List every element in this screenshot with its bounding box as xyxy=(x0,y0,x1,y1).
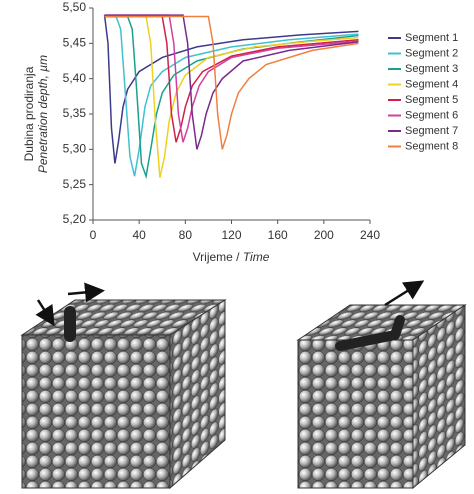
y-tick-label: 5,40 xyxy=(63,71,87,85)
line xyxy=(104,14,359,150)
legend-label: Segment 3 xyxy=(405,63,458,75)
illustration-cube xyxy=(20,282,227,490)
x-tick-label: 40 xyxy=(132,228,146,242)
y-tick-label: 5,45 xyxy=(63,36,87,50)
y-tick-label: 5,50 xyxy=(63,0,87,14)
y-tick-label: 5,30 xyxy=(63,142,87,156)
line xyxy=(104,15,359,178)
line xyxy=(104,15,359,143)
illustration-cube xyxy=(296,280,467,490)
line xyxy=(103,14,359,164)
legend-label: Segment 4 xyxy=(405,78,458,90)
x-tick-label: 200 xyxy=(314,228,334,242)
y-tick-label: 5,25 xyxy=(63,177,87,191)
legend-label: Segment 8 xyxy=(405,140,458,152)
line xyxy=(104,15,359,150)
legend-label: Segment 2 xyxy=(405,47,458,59)
x-tick-label: 240 xyxy=(360,228,380,242)
x-axis-label: Vrijeme / Time xyxy=(193,250,270,264)
x-axis-label-part: Time xyxy=(243,250,270,264)
x-tick-label: 160 xyxy=(268,228,288,242)
line xyxy=(104,15,359,177)
x-tick-label: 80 xyxy=(179,228,193,242)
legend-label: Segment 7 xyxy=(405,125,458,137)
y-axis-label: Dubina prodiranja xyxy=(22,66,36,161)
legend-label: Segment 1 xyxy=(405,32,458,44)
legend-label: Segment 6 xyxy=(405,109,458,121)
x-axis-label-part: Vrijeme / xyxy=(193,250,243,264)
y-axis-label: Penetration depth, µm xyxy=(36,55,50,173)
legend-label: Segment 5 xyxy=(405,94,458,106)
line xyxy=(104,14,359,143)
x-tick-label: 120 xyxy=(221,228,241,242)
y-tick-label: 5,20 xyxy=(63,212,87,226)
x-tick-label: 0 xyxy=(90,228,97,242)
y-tick-label: 5,35 xyxy=(63,106,87,120)
